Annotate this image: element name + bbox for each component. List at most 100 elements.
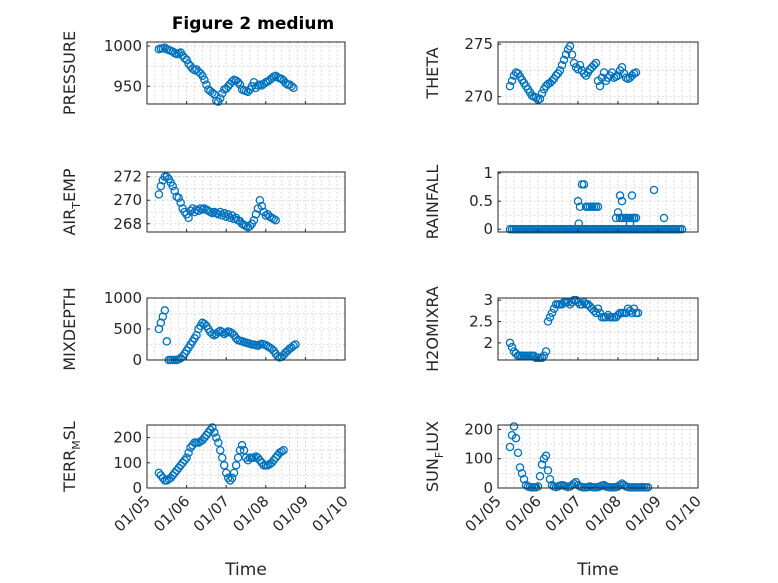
data-point xyxy=(573,298,583,307)
axes-box xyxy=(497,171,699,233)
data-point xyxy=(168,181,177,191)
data-point xyxy=(277,447,286,456)
y-tick-label: 270 xyxy=(464,88,493,106)
data-point xyxy=(633,308,643,318)
data-point xyxy=(615,480,625,490)
y-tick-label: 0 xyxy=(483,479,493,497)
data-point xyxy=(505,338,515,348)
figure-title: Figure 2 medium xyxy=(172,14,334,34)
data-point xyxy=(249,215,259,225)
y-tick-label: 0 xyxy=(483,220,493,238)
data-point xyxy=(511,433,521,443)
data-point xyxy=(233,453,243,463)
data-point xyxy=(574,219,584,228)
axes-box xyxy=(146,171,346,233)
data-point xyxy=(507,76,517,86)
y-tick-label: 950 xyxy=(113,77,142,95)
data-point xyxy=(515,463,525,472)
data-point xyxy=(547,308,557,318)
axes-box xyxy=(146,424,346,489)
y-tick-label: 268 xyxy=(113,215,142,233)
data-point xyxy=(537,460,547,469)
data-point xyxy=(615,191,625,200)
data-point xyxy=(649,185,659,195)
data-point xyxy=(613,208,623,217)
y-tick-label: 1000 xyxy=(104,37,142,55)
data-point xyxy=(279,445,288,455)
data-point xyxy=(579,180,589,189)
y-tick-label: 275 xyxy=(464,35,493,53)
y-axis-label: MIXDEPTH xyxy=(60,287,79,370)
data-point xyxy=(257,201,267,211)
data-point xyxy=(210,428,219,437)
data-point xyxy=(567,50,577,59)
data-point xyxy=(182,55,191,64)
data-point xyxy=(235,80,245,89)
data-point xyxy=(223,473,233,483)
data-point xyxy=(577,300,587,309)
y-tick-label: 200 xyxy=(113,429,142,447)
y-tick-label: 100 xyxy=(113,454,142,472)
axes-box xyxy=(146,41,346,105)
data-point xyxy=(677,224,687,234)
data-point xyxy=(186,206,195,216)
grid xyxy=(146,42,346,104)
data-point xyxy=(217,453,227,463)
y-tick-label: 0 xyxy=(132,479,142,497)
y-axis-label: SUNFLUX xyxy=(423,421,446,492)
data-point xyxy=(174,193,183,203)
data-point xyxy=(611,213,621,223)
data-point xyxy=(200,75,209,85)
data-point xyxy=(575,202,585,212)
data-point xyxy=(507,342,517,352)
data-point xyxy=(591,308,601,318)
data-point xyxy=(289,341,298,350)
data-point xyxy=(579,69,589,78)
data-point xyxy=(505,81,515,91)
data-point xyxy=(621,308,631,318)
grid xyxy=(497,42,699,104)
data-point xyxy=(251,210,261,219)
data-point xyxy=(255,195,265,205)
data-point xyxy=(225,213,235,223)
data-point xyxy=(543,466,553,475)
data-point xyxy=(519,474,529,484)
data-point xyxy=(227,473,237,483)
data-point xyxy=(601,312,611,322)
y-tick-label: 1 xyxy=(483,164,493,182)
data-point xyxy=(162,337,172,346)
data-point xyxy=(541,347,551,356)
y-tick-label: 270 xyxy=(113,191,142,209)
data-point xyxy=(575,60,585,70)
subplot-2: 270 275 THETA xyxy=(423,35,699,106)
y-tick-label: 100 xyxy=(464,450,493,468)
series-markers xyxy=(505,295,643,363)
data-point xyxy=(619,69,629,78)
data-point xyxy=(241,453,251,463)
data-point xyxy=(537,89,547,98)
data-point xyxy=(156,181,166,191)
data-point xyxy=(539,351,549,360)
data-point xyxy=(253,341,263,350)
data-point xyxy=(555,66,565,75)
data-point xyxy=(573,196,583,206)
axes-box xyxy=(497,41,699,105)
data-point xyxy=(541,451,551,461)
data-point xyxy=(182,453,191,463)
data-point xyxy=(593,304,603,313)
data-point xyxy=(589,60,599,70)
y-axis-label: H2OMIXRA xyxy=(423,286,442,372)
subplot-6: 2 2.5 3 H2OMIXRA xyxy=(423,286,699,372)
data-point xyxy=(180,456,189,465)
data-point xyxy=(627,191,637,200)
data-point xyxy=(593,202,603,212)
data-point xyxy=(567,298,577,307)
data-point xyxy=(287,82,296,91)
data-point xyxy=(198,71,207,81)
data-point xyxy=(551,71,561,80)
y-tick-label: 0 xyxy=(132,351,142,369)
data-point xyxy=(565,41,575,51)
data-point xyxy=(243,87,253,97)
data-point xyxy=(643,483,653,492)
